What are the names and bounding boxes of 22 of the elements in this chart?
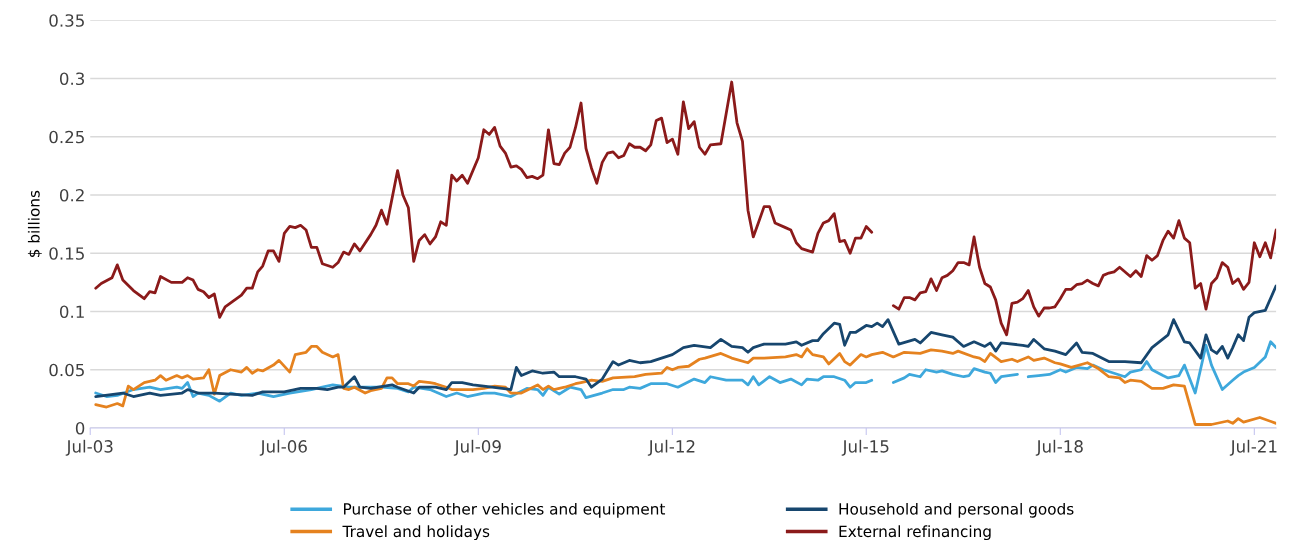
- legend-label: Travel and holidays: [342, 525, 490, 541]
- x-tick-label: Jul-21: [1229, 439, 1277, 456]
- x-tick-label: Jul-15: [841, 439, 889, 456]
- x-tick-label: Jul-18: [1035, 439, 1083, 456]
- line-series: [94, 345, 1277, 426]
- y-tick-label: 0.1: [59, 305, 84, 319]
- y-axis-title: $ billions: [27, 190, 42, 257]
- y-tick-label: 0.05: [49, 363, 84, 377]
- y-tick-label: 0.15: [49, 247, 84, 260]
- x-tick-label: Jul-09: [453, 439, 501, 456]
- y-tick-label: 0: [75, 421, 85, 435]
- legend-label: Household and personal goods: [839, 502, 1074, 518]
- x-tick-label: Jul-06: [259, 439, 307, 456]
- legend-label: External refinancing: [839, 525, 991, 541]
- y-tick-label: 0.25: [49, 130, 84, 144]
- legend-label: Purchase of other vehicles and equipment: [344, 502, 666, 518]
- x-tick-label: Jul-03: [65, 439, 113, 456]
- y-tick-label: 0.3: [59, 72, 85, 86]
- y-tick-label: 0.35: [49, 14, 84, 27]
- x-tick-label: Jul-12: [647, 439, 695, 456]
- line-series: [94, 284, 1277, 398]
- y-tick-label: 0.2: [59, 188, 84, 202]
